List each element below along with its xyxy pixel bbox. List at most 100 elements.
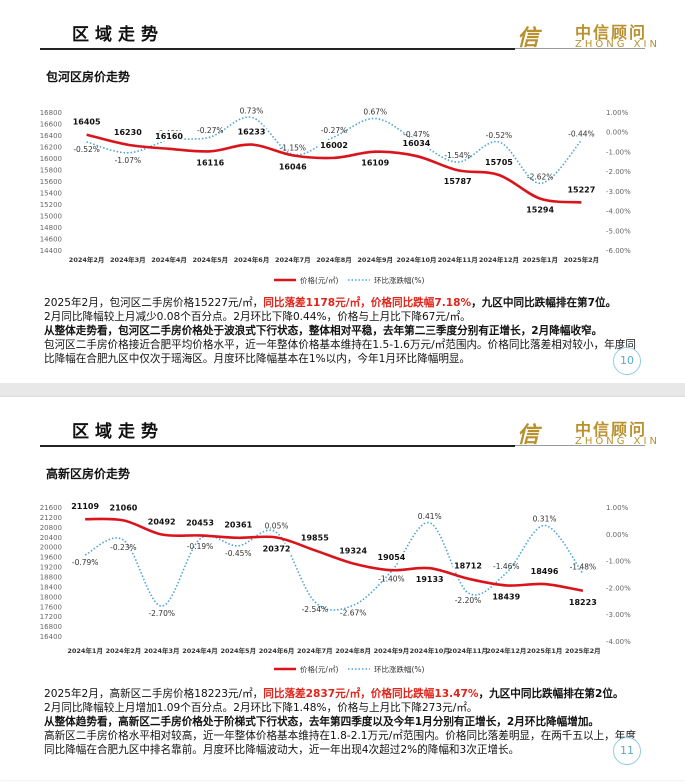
- left-axis-tick-label: 21600: [40, 504, 62, 512]
- company-logo: 信 中信顾问 ZHONG XIN: [517, 417, 657, 448]
- data-label-bg: [442, 176, 473, 188]
- x-axis-tick-label: 2024年8月: [335, 646, 371, 655]
- left-axis-tick-label: 20400: [40, 534, 62, 542]
- data-label-mom-change: -0.52%: [73, 145, 100, 154]
- data-label-mom-change: -0.47%: [403, 130, 430, 139]
- header-divider: [40, 445, 515, 447]
- analysis-line-2: 2月同比降幅较上月减少0.08个百分点。2月环比下降0.44%，价格与上月比下降…: [44, 311, 471, 323]
- data-label-bg: [112, 126, 143, 138]
- x-axis-tick-label: 2024年2月: [69, 255, 105, 264]
- data-label-bg: [566, 184, 597, 196]
- data-label-bg: [146, 516, 177, 528]
- data-label-mom-change: 0.67%: [363, 108, 387, 117]
- data-label-bg: [185, 517, 215, 529]
- data-label-price: 20372: [263, 544, 291, 553]
- data-label-price: 19855: [301, 533, 329, 542]
- x-axis-tick-label: 2025年2月: [564, 255, 600, 264]
- right-axis-tick-label: 1.00%: [606, 504, 629, 512]
- data-label-price: 16046: [279, 162, 307, 171]
- data-label-bg: [414, 574, 445, 586]
- left-axis-tick-label: 20000: [40, 544, 62, 552]
- data-label-mom-change: -0.23%: [110, 543, 137, 552]
- data-label-mom-change: -0.27%: [321, 126, 348, 135]
- right-axis-tick-label: 0.00%: [606, 129, 629, 137]
- data-label-mom-change: -2.62%: [527, 172, 554, 181]
- data-label-mom-change: -1.15%: [279, 143, 306, 152]
- data-label-mom-change: 0.41%: [418, 512, 442, 521]
- data-label-bg: [71, 116, 102, 128]
- left-axis-tick-label: 16000: [40, 155, 62, 163]
- right-axis-tick-label: -2.00%: [606, 584, 631, 592]
- left-axis-tick-label: 16800: [40, 623, 62, 631]
- x-axis-tick-label: 2025年1月: [527, 646, 563, 655]
- legend-label-price: 价格(元/㎡): [300, 275, 338, 285]
- data-label-price: 15227: [567, 185, 595, 194]
- logo-name-en: ZHONG XIN: [575, 39, 660, 50]
- series-line-mom-change: [84, 522, 584, 611]
- right-axis-tick-label: -1.00%: [606, 148, 631, 156]
- left-axis-tick-label: 16400: [40, 633, 62, 641]
- x-axis-tick-label: 2024年6月: [259, 646, 295, 655]
- data-label-mom-change: -2.20%: [455, 596, 482, 605]
- right-axis-tick-label: -3.00%: [606, 611, 631, 619]
- data-label-bg: [195, 157, 226, 169]
- x-axis-tick-label: 2024年6月: [234, 255, 270, 264]
- series-line-price: [85, 517, 584, 593]
- price-trend-chart: 16800 16600 16400 16200 16000 15800 15600 15400…: [40, 106, 631, 285]
- analysis-line-1: 2025年2月，高新区二手房价格18223元/㎡，同比落差2837元/㎡，价格同…: [44, 688, 624, 700]
- data-label-bg: [525, 204, 556, 216]
- data-label-price: 21109: [71, 502, 99, 511]
- data-label-price: 16405: [73, 118, 101, 127]
- left-axis-tick-label: 16600: [40, 121, 62, 129]
- right-axis-tick-label: -6.00%: [606, 247, 631, 255]
- data-label-bg: [70, 501, 101, 513]
- x-axis-tick-label: 2025年1月: [522, 255, 558, 264]
- header-divider-thin: [515, 48, 645, 49]
- left-axis-tick-label: 15600: [40, 178, 62, 186]
- data-label-price: 19054: [378, 553, 406, 562]
- left-axis-tick-label: 17200: [40, 613, 62, 621]
- data-label-price: 15705: [485, 158, 513, 167]
- data-label-price: 18439: [492, 592, 520, 601]
- data-label-price: 20492: [148, 517, 176, 526]
- data-label-price: 21060: [110, 503, 138, 512]
- right-axis-tick-label: -5.00%: [606, 227, 631, 235]
- right-axis-tick-label: -1.00%: [606, 558, 631, 566]
- data-label-price: 16109: [361, 159, 389, 168]
- left-axis-tick-label: 16200: [40, 144, 62, 152]
- right-axis-tick-label: -2.00%: [606, 168, 631, 176]
- left-axis-tick-label: 14600: [40, 236, 62, 244]
- data-label-mom-change: -1.54%: [444, 151, 471, 160]
- x-axis-tick-label: 2024年12月: [486, 646, 526, 655]
- right-axis-tick-label: -3.00%: [606, 188, 631, 196]
- data-label-bg: [360, 157, 391, 169]
- right-axis-tick-label: -4.00%: [606, 208, 631, 216]
- left-axis-tick-label: 21200: [40, 514, 62, 522]
- data-label-bg: [453, 560, 483, 572]
- series-line-mom-change: [86, 116, 582, 185]
- data-label-mom-change: -0.44%: [568, 129, 595, 138]
- left-axis-tick-label: 16400: [40, 132, 62, 140]
- x-axis-tick-label: 2024年5月: [192, 255, 228, 264]
- section-title: 区域走势: [72, 422, 164, 442]
- analysis-line-4: 高新区二手房价格水平相对较高，近一年整体价格基本维持在1.8-2.1万元/㎡范围…: [44, 730, 636, 756]
- data-label-price: 20453: [186, 518, 214, 527]
- legend-label-price: 价格(元/㎡): [300, 664, 338, 674]
- data-label-price: 19133: [416, 575, 444, 584]
- left-axis-tick-label: 18000: [40, 593, 62, 601]
- x-axis-tick-label: 2024年2月: [106, 646, 142, 655]
- x-axis-tick-label: 2024年7月: [297, 646, 333, 655]
- data-label-price: 16230: [114, 128, 142, 137]
- header-divider: [40, 48, 515, 50]
- data-label-price: 15294: [526, 206, 554, 215]
- data-label-mom-change: 0.05%: [265, 521, 289, 530]
- left-axis-tick-label: 19200: [40, 564, 62, 572]
- logo-name-en: ZHONG XIN: [575, 436, 660, 447]
- left-axis-tick-label: 16800: [40, 109, 62, 117]
- price-trend-chart: 21600 21200 20800 20400 20000 19600 1920018800…: [40, 501, 631, 674]
- data-label-mom-change: -2.54%: [302, 605, 329, 614]
- data-label-bg: [376, 552, 407, 564]
- data-label-mom-change: -2.67%: [340, 608, 367, 617]
- page-number: 11: [613, 737, 641, 765]
- legend-label-mom-change: 环比涨跌幅(%): [374, 664, 425, 674]
